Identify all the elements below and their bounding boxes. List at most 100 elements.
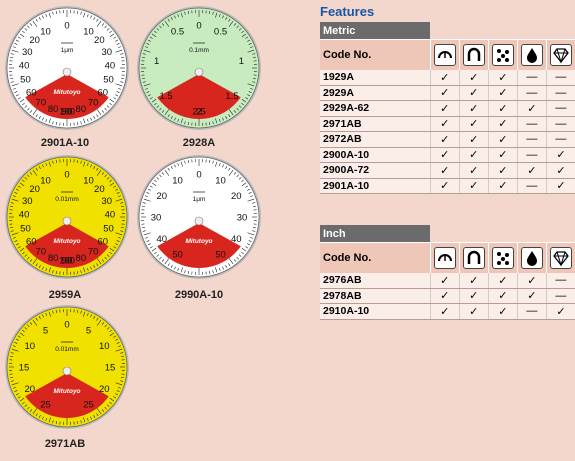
- dial-number: 40: [105, 210, 116, 221]
- dial-number: 30: [22, 47, 33, 58]
- code-no-cell: 2929A: [320, 85, 431, 101]
- table-row: 2929A ✓ ✓ ✓ — —: [320, 85, 575, 101]
- feature-mark-cell: —: [545, 273, 575, 289]
- code-no-cell: 2910A-10: [320, 303, 431, 320]
- feature-mark-cell: ✓: [516, 162, 547, 179]
- feature-mark-cell: —: [545, 288, 575, 304]
- dial-2971AB: 0 5 5 10 15 20 25 10 15 20 25 0.01mm Mitutoyo: [3, 303, 131, 431]
- dial-number: 50: [103, 75, 114, 86]
- dial-number: 10: [83, 175, 94, 186]
- dial-number: 100: [59, 107, 75, 118]
- dial-unit-label: 1μm: [61, 47, 74, 54]
- dial-number: 25: [83, 400, 94, 411]
- feature-mark-cell: ✓: [545, 162, 575, 179]
- dial-number: 20: [99, 384, 110, 395]
- dial-brand-label: Mitutoyo: [53, 238, 80, 245]
- dial-unit-label: 0.1mm: [189, 47, 209, 54]
- table-row: 2900A-10 ✓ ✓ ✓ — ✓: [320, 147, 575, 163]
- dial-number: 10: [172, 175, 183, 186]
- dial-2959A: 0 10 10 20 30 40 50 60 70 80 90 20 30 40 50 60 70 80 90 100…: [3, 153, 131, 281]
- feature-mark-cell: ✓: [516, 273, 547, 289]
- feature-mark-cell: ✓: [545, 178, 575, 194]
- dial-number: 70: [36, 247, 47, 258]
- dial-number: 20: [94, 184, 105, 195]
- feature-mark-cell: ✓: [429, 85, 460, 101]
- inch-section-label: Inch: [320, 225, 431, 243]
- bezel-clamp-icon: [433, 44, 456, 66]
- dial-number: 25: [40, 400, 51, 411]
- dial-number: 10: [40, 175, 51, 186]
- feature-mark-cell: ✓: [487, 85, 518, 101]
- dial-number: 20: [24, 384, 35, 395]
- dial-number: 70: [36, 98, 47, 109]
- feature-mark-cell: ✓: [487, 116, 518, 132]
- code-no-cell: 2900A-72: [320, 162, 431, 179]
- dial-number: 30: [237, 213, 248, 224]
- dial-number: 30: [22, 196, 33, 207]
- code-no-cell: 2978AB: [320, 288, 431, 304]
- dial-number: 50: [172, 250, 183, 261]
- feature-mark-cell: ✓: [545, 303, 575, 320]
- dial-number: 30: [151, 213, 162, 224]
- table-row: 2900A-72 ✓ ✓ ✓ ✓ ✓: [320, 162, 575, 179]
- feature-mark-cell: —: [545, 116, 575, 132]
- dial-number: 1: [154, 56, 159, 67]
- dial-number: 50: [20, 224, 31, 235]
- feature-mark-cell: ✓: [487, 131, 518, 148]
- dial-number: 20: [29, 35, 40, 46]
- inch-table: Inch Code No. 2976AB ✓ ✓ ✓ ✓ —2978AB ✓ ✓ ✓ ✓ —2910…: [320, 225, 575, 320]
- dial-number: 100: [59, 256, 75, 267]
- code-no-cell: 1929A: [320, 70, 431, 86]
- dot-pattern-icon: [491, 247, 514, 269]
- dial-caption: 2971AB: [44, 438, 86, 450]
- feature-mark-cell: ✓: [487, 303, 518, 320]
- dial-number: 10: [24, 341, 35, 352]
- dial-number: 0: [196, 21, 201, 32]
- dial-number: 90: [62, 256, 73, 267]
- drop-icon: [520, 247, 543, 269]
- dial-brand-label: Mitutoyo: [185, 238, 212, 245]
- feature-mark-cell: ✓: [458, 70, 489, 86]
- feature-mark-cell: ✓: [429, 303, 460, 320]
- feature-mark-cell: —: [545, 131, 575, 148]
- dial-number: 60: [26, 87, 37, 98]
- dial-brand-label: Mitutoyo: [53, 89, 80, 96]
- code-no-cell: 2901A-10: [320, 178, 431, 194]
- dial-number: 20: [94, 35, 105, 46]
- code-no-cell: 2971AB: [320, 116, 431, 132]
- drop-icon: [520, 44, 543, 66]
- feature-mark-cell: ✓: [429, 273, 460, 289]
- feature-mark-cell: ✓: [429, 70, 460, 86]
- table-row: 2976AB ✓ ✓ ✓ ✓ —: [320, 273, 575, 289]
- dial-number: 2: [196, 107, 201, 118]
- dial-number: 10: [83, 26, 94, 37]
- dial-number: 1.5: [225, 91, 238, 102]
- dial-unit-label: 1μm: [193, 196, 206, 203]
- dial-number: 40: [105, 61, 116, 72]
- dial-number: 2.5: [192, 107, 205, 118]
- dial-2928A: 0 0.5 0.5 1 1.5 2 1 1.5 2 2.5 0.1mm: [135, 4, 263, 132]
- dial-number: 0: [64, 21, 69, 32]
- dial-number: 10: [215, 175, 226, 186]
- feature-mark-cell: ✓: [458, 85, 489, 101]
- dial-number: 90: [62, 107, 73, 118]
- feature-mark-cell: ✓: [487, 70, 518, 86]
- dial-number: 80: [76, 104, 87, 115]
- dot-pattern-icon: [491, 44, 514, 66]
- feature-mark-cell: ✓: [429, 162, 460, 179]
- table-row: 2972AB ✓ ✓ ✓ — —: [320, 131, 575, 148]
- feature-mark-cell: —: [545, 70, 575, 86]
- feature-mark-cell: ✓: [458, 178, 489, 194]
- feature-mark-cell: —: [516, 178, 547, 194]
- feature-mark-cell: ✓: [516, 288, 547, 304]
- feature-mark-cell: —: [516, 147, 547, 163]
- dial-2901A-10: 0 10 10 20 30 40 50 60 70 80 90 20 30 40 50 60 70 80 90 100…: [3, 4, 131, 132]
- feature-mark-cell: ✓: [458, 303, 489, 320]
- dial-caption: 2959A: [48, 289, 82, 301]
- table-row: 1929A ✓ ✓ ✓ — —: [320, 70, 575, 86]
- feature-mark-cell: ✓: [429, 131, 460, 148]
- feature-mark-cell: ✓: [487, 178, 518, 194]
